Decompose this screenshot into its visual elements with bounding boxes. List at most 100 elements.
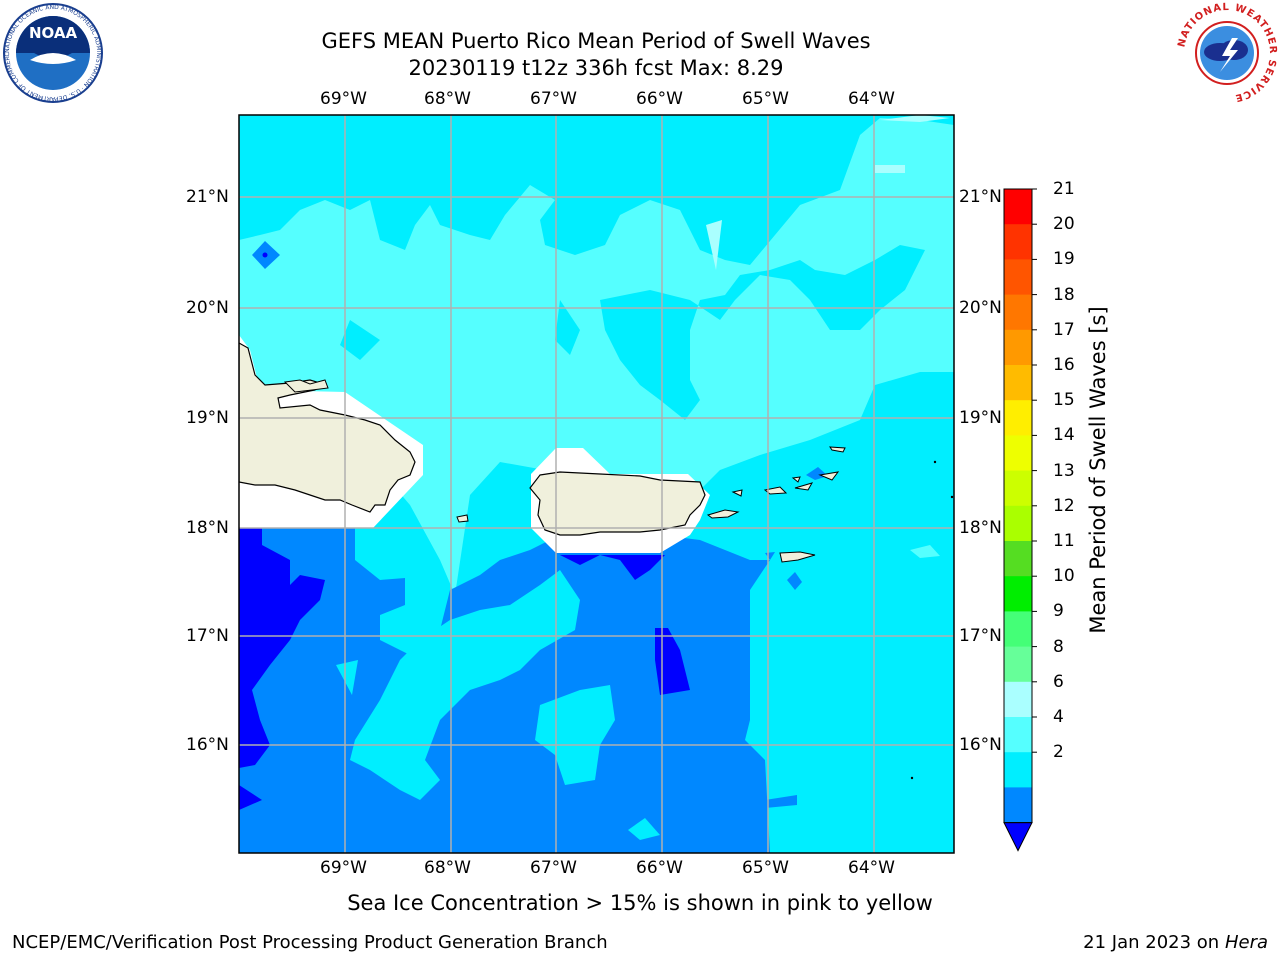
lat-label-right-18n: 18°N <box>959 518 1002 538</box>
contour-patch <box>262 252 268 258</box>
island-dot <box>910 776 914 780</box>
noaa-logo-text: NOAA <box>29 24 78 42</box>
colorbar-tick-label: 14 <box>1053 425 1075 446</box>
lat-label-right-21n: 21°N <box>959 187 1002 207</box>
contour-band-2-4 <box>239 528 770 853</box>
map-gridlines <box>239 115 954 853</box>
footer-date: 21 Jan 2023 on Hera <box>1083 932 1268 953</box>
lon-label-top-69w: 69°W <box>320 89 367 109</box>
contour-patch <box>340 320 380 360</box>
contour-patch <box>555 300 580 355</box>
colorbar-tick-label: 13 <box>1053 460 1075 481</box>
colorbar-swatch <box>1004 259 1032 296</box>
lat-label-right-17n: 17°N <box>959 626 1002 646</box>
contour-patch <box>239 785 262 810</box>
colorbar-swatch <box>1004 681 1032 718</box>
colorbar-swatch <box>1004 224 1032 260</box>
colorbar-tick-label: 17 <box>1053 319 1075 340</box>
contour-band-below-2 <box>239 528 325 768</box>
contour-patch <box>910 545 940 558</box>
colorbar-swatch <box>1004 294 1032 331</box>
noaa-logo: NATIONAL OCEANIC AND ATMOSPHERIC ADMINIS… <box>2 2 103 103</box>
colorbar-tick-label: 16 <box>1053 355 1075 375</box>
lat-label-left-17n: 17°N <box>186 626 229 646</box>
virgin-gorda-island <box>818 471 840 481</box>
lat-label-left-19n: 19°N <box>186 408 229 428</box>
contour-patch <box>880 115 950 122</box>
colorbar-swatch <box>1004 752 1032 788</box>
lon-label-bottom-67w: 67°W <box>530 858 577 878</box>
colorbar <box>1003 188 1037 852</box>
colorbar-swatch <box>1004 576 1032 612</box>
map-title: GEFS MEAN Puerto Rico Mean Period of Swe… <box>321 29 871 53</box>
culebra-island <box>731 489 743 497</box>
sea-ice-note: Sea Ice Concentration > 15% is shown in … <box>347 891 933 915</box>
swell-period-field <box>239 115 954 853</box>
contour-patch <box>655 628 690 695</box>
colorbar-swatch <box>1004 435 1032 472</box>
colorbar-swatch <box>1004 365 1032 401</box>
lat-label-right-20n: 20°N <box>959 298 1002 318</box>
anegada-island <box>829 446 846 453</box>
lat-label-right-19n: 19°N <box>959 408 1002 428</box>
vieques-island <box>706 509 740 519</box>
colorbar-tick-label: 2 <box>1053 742 1064 763</box>
colorbar-swatch <box>1004 646 1032 683</box>
island-coast <box>791 476 801 483</box>
nws-logo: NATIONAL WEATHER SERVICE <box>1176 2 1277 103</box>
st-croix-island <box>779 551 816 563</box>
colorbar-swatch <box>1004 400 1032 436</box>
island-dot <box>950 495 954 499</box>
colorbar-tick-label: 21 <box>1053 179 1075 199</box>
colorbar-tick-label: 4 <box>1053 707 1064 727</box>
contour-patch <box>560 555 665 580</box>
colorbar-under-arrow <box>1003 822 1033 852</box>
colorbar-tick-label: 15 <box>1053 390 1075 411</box>
contour-patch <box>336 660 358 695</box>
lon-label-bottom-68w: 68°W <box>424 858 471 878</box>
colorbar-tick-label: 9 <box>1053 601 1064 622</box>
lon-label-top-64w: 64°W <box>848 89 895 109</box>
hispaniola-land <box>239 342 416 513</box>
lat-label-left-16n: 16°N <box>186 735 229 755</box>
map-frame <box>238 114 955 854</box>
contour-patch <box>787 572 802 590</box>
colorbar-swatch <box>1004 611 1032 648</box>
contour-band-4-6-north <box>239 115 954 265</box>
footer-machine: Hera <box>1224 932 1268 953</box>
contour-patch <box>806 467 828 480</box>
lon-label-bottom-64w: 64°W <box>848 858 895 878</box>
colorbar-swatch <box>1004 189 1032 225</box>
lon-label-top-66w: 66°W <box>636 89 683 109</box>
contour-patch <box>765 795 797 808</box>
colorbar-tick-label: 11 <box>1053 531 1075 551</box>
colorbar-tick-label: 19 <box>1053 249 1075 270</box>
footer-date-text: 21 Jan 2023 on <box>1083 932 1225 953</box>
lon-label-bottom-66w: 66°W <box>636 858 683 878</box>
lon-label-top-68w: 68°W <box>424 89 471 109</box>
lat-label-right-16n: 16°N <box>959 735 1002 755</box>
colorbar-tick-label: 8 <box>1053 636 1064 657</box>
colorbar-tick-label: 6 <box>1053 671 1064 692</box>
mona-island <box>456 514 469 523</box>
lon-label-bottom-65w: 65°W <box>742 858 789 878</box>
colorbar-tick-label: 20 <box>1053 214 1075 235</box>
contour-patch <box>875 165 905 173</box>
island-dot <box>933 460 937 464</box>
contour-patch <box>628 818 660 840</box>
colorbar-swatch <box>1004 329 1032 366</box>
colorbar-swatch <box>1004 787 1032 824</box>
lon-label-top-65w: 65°W <box>742 89 789 109</box>
footer-credit: NCEP/EMC/Verification Post Processing Pr… <box>12 932 608 953</box>
tortola-island <box>794 482 814 491</box>
colorbar-label: Mean Period of Swell Waves [s] <box>1086 306 1110 634</box>
colorbar-tick-label: 12 <box>1053 495 1075 516</box>
colorbar-swatch <box>1004 470 1032 507</box>
colorbar-tick-label: 18 <box>1053 284 1075 305</box>
colorbar-swatch <box>1004 505 1032 542</box>
map-subtitle: 20230119 t12z 336h fcst Max: 8.29 <box>408 56 784 80</box>
contour-patch <box>706 220 722 270</box>
contour-patch <box>535 685 615 785</box>
contour-band-4-6-south <box>350 570 580 800</box>
